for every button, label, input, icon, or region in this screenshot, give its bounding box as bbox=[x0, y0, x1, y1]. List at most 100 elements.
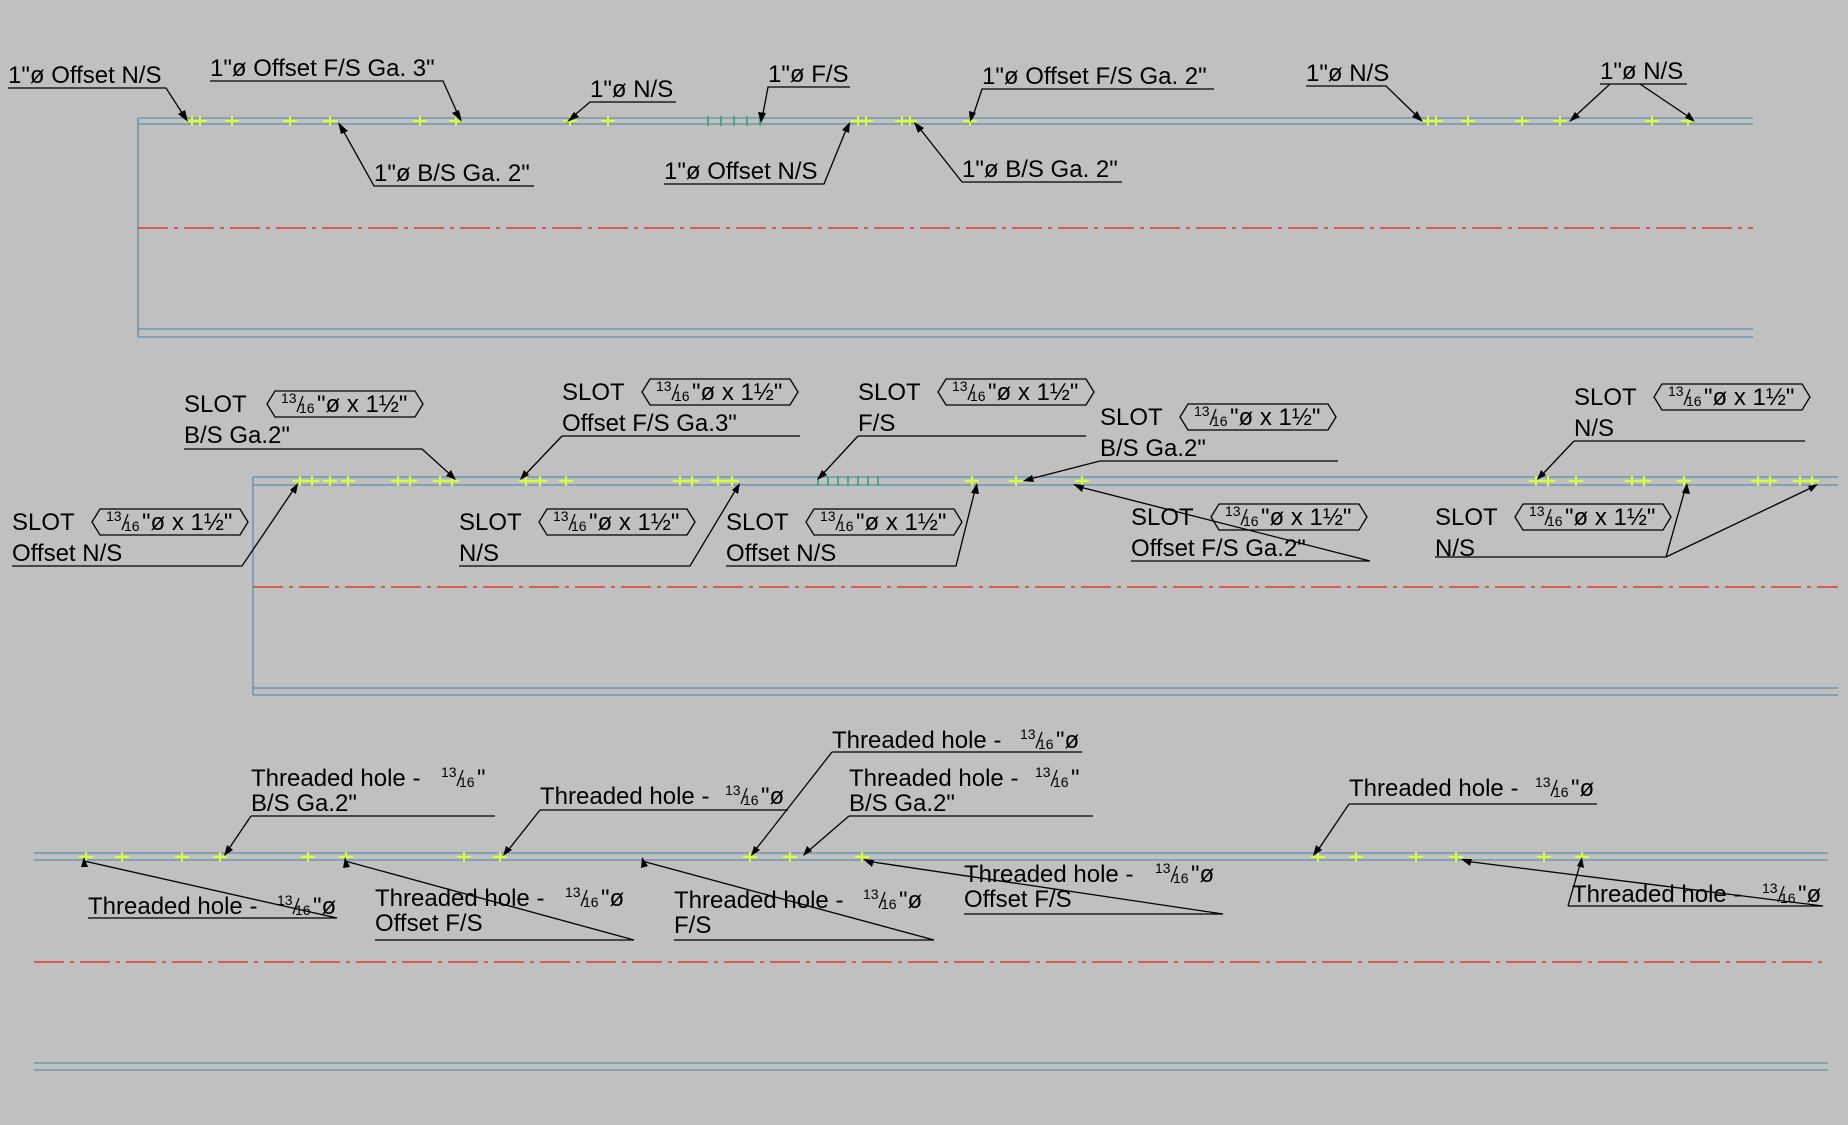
threaded-hole-location: B/S Ga.2" bbox=[251, 790, 357, 817]
size-tag-text: "ø x 1½" bbox=[1704, 384, 1794, 411]
slot-location-label: Offset N/S bbox=[12, 540, 122, 567]
hole-mark bbox=[433, 476, 447, 486]
hole-mark bbox=[559, 476, 573, 486]
callout-1-8: 1"ø B/S Ga. 2" bbox=[338, 122, 534, 187]
size-tag-frame bbox=[805, 508, 963, 536]
threaded-hole-location: Offset F/S bbox=[375, 910, 483, 937]
size-tag-numerator: 13 bbox=[1225, 503, 1241, 519]
slot-location-label: N/S bbox=[1435, 535, 1475, 562]
hole-mark bbox=[855, 852, 869, 862]
size-tag-text: "ø x 1½" bbox=[317, 391, 407, 418]
strip-1: 1"ø Offset N/S 1"ø Offset F/S Ga. 3" 1"ø… bbox=[8, 55, 1753, 338]
slot-location-label: N/S bbox=[1574, 415, 1614, 442]
hole-mark bbox=[685, 476, 699, 486]
size-tag-denominator: 16 bbox=[299, 400, 315, 416]
size-tag-frame bbox=[937, 378, 1095, 406]
frac-numerator: 13 bbox=[565, 884, 581, 900]
callout-1-5: 1"ø Offset F/S Ga. 2" bbox=[969, 63, 1214, 122]
hole-mark bbox=[213, 852, 227, 862]
slot-kind-label: SLOT bbox=[1574, 384, 1637, 411]
slot-location-label: F/S bbox=[858, 410, 895, 437]
hole-mark bbox=[323, 476, 337, 486]
threaded-hole-suffix: "ø bbox=[1191, 861, 1215, 888]
size-tag-numerator: 13 bbox=[656, 378, 672, 394]
hole-mark bbox=[1409, 852, 1423, 862]
slot-location-label: B/S Ga.2" bbox=[184, 422, 290, 449]
strip-2-outline bbox=[252, 476, 1838, 696]
frac-denominator: 16 bbox=[583, 894, 599, 910]
frac-denominator: 16 bbox=[1173, 870, 1189, 886]
threaded-hole-location: F/S bbox=[674, 912, 711, 939]
slot-kind-label: SLOT bbox=[1435, 504, 1498, 531]
slot-location-label: Offset F/S Ga.2" bbox=[1131, 535, 1306, 562]
slot-kind-label: SLOT bbox=[184, 391, 247, 418]
size-tag-denominator: 16 bbox=[838, 518, 854, 534]
frac-denominator: 16 bbox=[459, 774, 475, 790]
hole-mark bbox=[293, 476, 307, 486]
hole-mark bbox=[391, 476, 405, 486]
hole-mark bbox=[563, 116, 577, 126]
callout-1-10: 1"ø B/S Ga. 2" bbox=[914, 122, 1122, 183]
hole-mark bbox=[965, 476, 979, 486]
slot-kind-label: SLOT bbox=[858, 379, 921, 406]
size-tag-frame bbox=[1653, 383, 1811, 411]
frac-denominator: 16 bbox=[1780, 890, 1796, 906]
hole-mark bbox=[1805, 476, 1819, 486]
hole-mark bbox=[725, 476, 739, 486]
size-tag-text: "ø x 1½" bbox=[856, 509, 946, 536]
threaded-hole-label: Threaded hole - bbox=[964, 861, 1133, 888]
size-tag-text: "ø x 1½" bbox=[692, 379, 782, 406]
hole-mark bbox=[1541, 476, 1555, 486]
hole-mark bbox=[859, 116, 873, 126]
strip-1-outline bbox=[137, 117, 1753, 338]
hole-mark bbox=[283, 116, 297, 126]
hole-mark bbox=[1763, 476, 1777, 486]
hole-mark bbox=[115, 852, 129, 862]
callout-label: 1"ø B/S Ga. 2" bbox=[374, 160, 530, 187]
threaded-hole-suffix: "ø bbox=[1056, 727, 1080, 754]
callout-label: 1"ø N/S bbox=[1306, 60, 1389, 87]
threaded-hole-label: Threaded hole - bbox=[251, 765, 420, 792]
size-tag-numerator: 13 bbox=[1529, 503, 1545, 519]
threaded-hole-label: Threaded hole - bbox=[832, 727, 1001, 754]
size-tag-denominator: 16 bbox=[674, 388, 690, 404]
threaded-hole-label: Threaded hole - bbox=[674, 887, 843, 914]
hole-mark bbox=[1637, 476, 1651, 486]
frac-denominator: 16 bbox=[1553, 784, 1569, 800]
size-tag-frame bbox=[641, 378, 799, 406]
size-tag-denominator: 16 bbox=[1243, 513, 1259, 529]
hole-mark bbox=[1349, 852, 1363, 862]
hole-mark bbox=[175, 852, 189, 862]
size-tag-text: "ø x 1½" bbox=[1565, 504, 1655, 531]
threaded-hole-location: B/S Ga.2" bbox=[849, 790, 955, 817]
frac-numerator: 13 bbox=[1155, 860, 1171, 876]
hole-mark bbox=[783, 852, 797, 862]
size-tag-denominator: 16 bbox=[970, 388, 986, 404]
callout-1-2: 1"ø Offset F/S Ga. 3" bbox=[210, 55, 462, 122]
hole-mark bbox=[341, 476, 355, 486]
slot-location-label: N/S bbox=[459, 540, 499, 567]
callout-1-9: 1"ø Offset N/S bbox=[664, 122, 850, 185]
hole-mark bbox=[1075, 476, 1089, 486]
size-tag-denominator: 16 bbox=[571, 518, 587, 534]
size-tag-frame bbox=[538, 508, 696, 536]
frac-denominator: 16 bbox=[1053, 774, 1069, 790]
threaded-hole-label: Threaded hole - bbox=[849, 765, 1018, 792]
size-tag-denominator: 16 bbox=[1547, 513, 1563, 529]
callout-label: 1"ø B/S Ga. 2" bbox=[962, 156, 1118, 183]
strip-3-leaders bbox=[81, 751, 1824, 941]
size-tag-numerator: 13 bbox=[952, 378, 968, 394]
slot-kind-label: SLOT bbox=[562, 379, 625, 406]
